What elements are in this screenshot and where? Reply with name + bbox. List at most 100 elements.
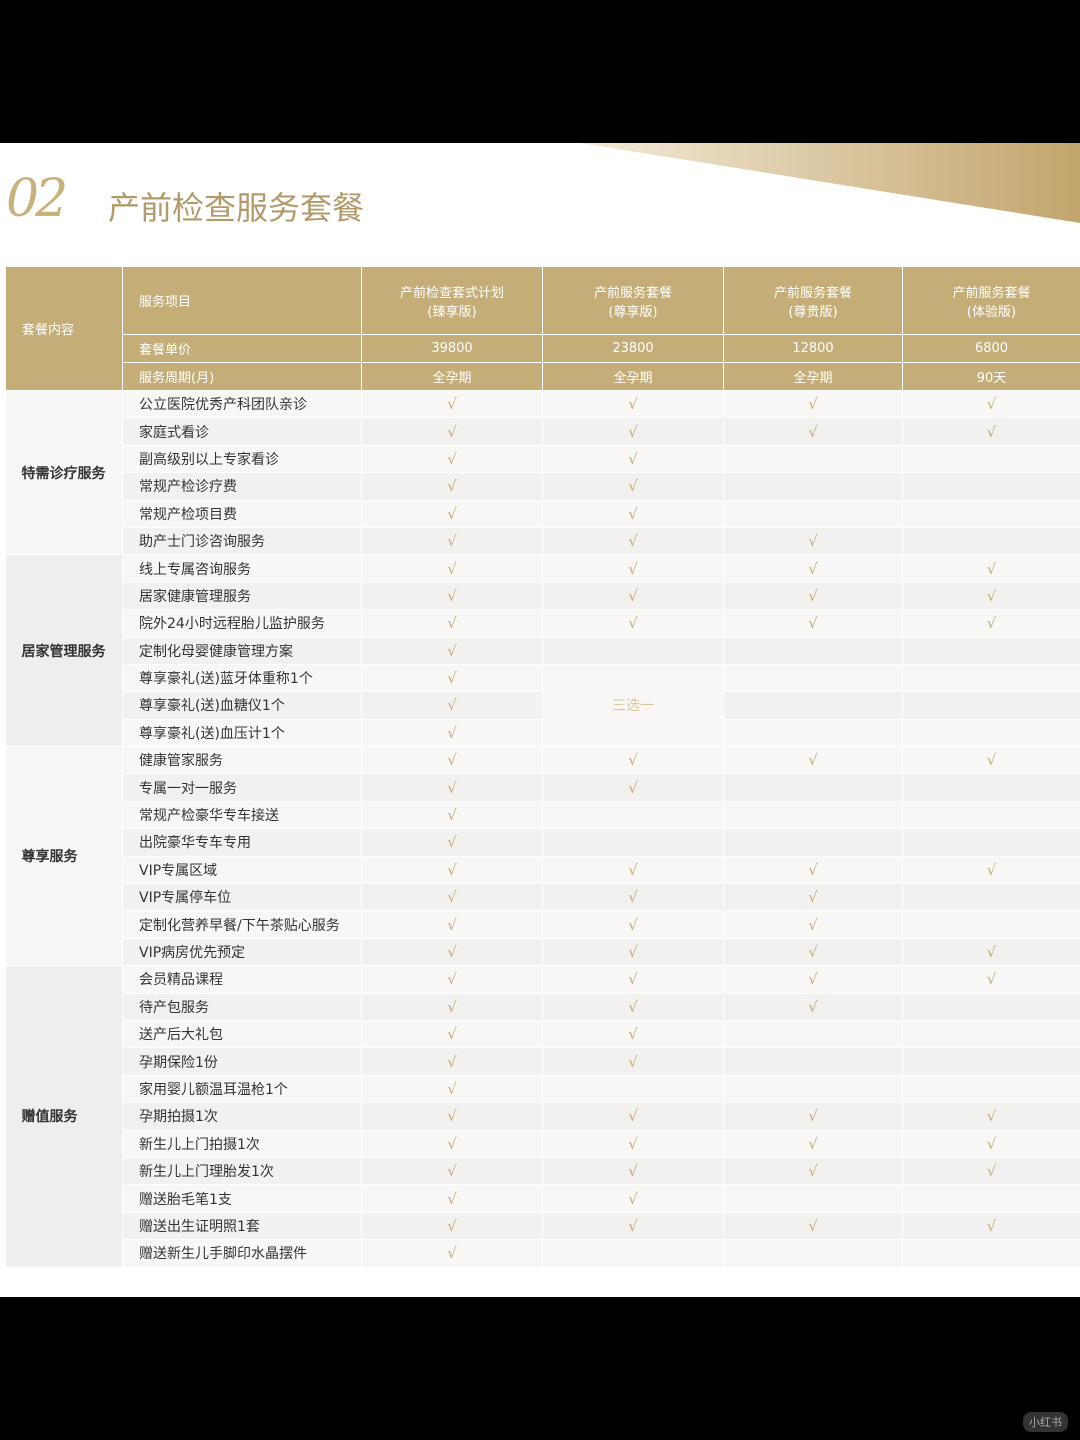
empty-cell	[723, 664, 903, 693]
period: 全孕期	[542, 362, 724, 391]
service-item: 线上专属咨询服务	[122, 554, 362, 583]
empty-cell	[902, 828, 1080, 857]
service-item: 副高级别以上专家看诊	[122, 445, 362, 474]
service-item: 定制化营养早餐/下午茶贴心服务	[122, 910, 362, 939]
check-icon: √	[542, 856, 724, 885]
table-row: 新生儿上门理胎发1次 √ √ √ √	[6, 1157, 1080, 1186]
check-icon: √	[361, 828, 543, 857]
check-icon: √	[542, 1157, 724, 1186]
check-icon: √	[902, 417, 1080, 446]
table-row: 常规产检诊疗费 √ √	[6, 472, 1080, 501]
check-icon: √	[361, 1130, 543, 1158]
empty-cell	[542, 1075, 724, 1104]
check-icon: √	[542, 582, 724, 611]
table-row: 家用婴儿额温耳温枪1个 √	[6, 1075, 1080, 1104]
empty-cell	[723, 1184, 903, 1213]
section-number: 02	[6, 169, 68, 229]
empty-cell	[902, 719, 1080, 748]
check-icon: √	[723, 910, 903, 939]
service-item: VIP专属区域	[122, 856, 362, 885]
service-item: 孕期保险1份	[122, 1047, 362, 1076]
table-row: 出院豪华专车专用 √	[6, 828, 1080, 857]
service-item: 家庭式看诊	[122, 417, 362, 446]
check-icon: √	[542, 1212, 724, 1241]
empty-cell	[723, 1020, 903, 1049]
service-item-header: 服务项目	[122, 266, 362, 335]
empty-cell	[723, 773, 903, 802]
check-icon: √	[542, 993, 724, 1021]
service-item: 专属一对一服务	[122, 773, 362, 802]
table-row: 居家管理服务 线上专属咨询服务 √ √ √ √	[5, 554, 1080, 748]
empty-cell	[542, 637, 724, 665]
check-icon: √	[542, 554, 724, 583]
check-icon: √	[902, 1212, 1080, 1241]
check-icon: √	[361, 417, 543, 446]
price: 39800	[361, 334, 543, 363]
service-item: VIP专属停车位	[122, 883, 362, 912]
empty-cell	[723, 801, 903, 830]
check-icon: √	[723, 1212, 903, 1241]
check-icon: √	[723, 993, 903, 1021]
check-icon: √	[902, 1130, 1080, 1158]
check-icon: √	[542, 417, 724, 446]
table-row: 助产士门诊咨询服务 √ √ √	[6, 527, 1080, 556]
check-icon: √	[542, 1020, 724, 1049]
check-icon: √	[361, 1020, 543, 1049]
table-row: 居家健康管理服务 √ √ √ √	[6, 582, 1080, 611]
check-icon: √	[723, 609, 903, 638]
check-icon: √	[361, 1239, 543, 1268]
service-item: 院外24小时远程胎儿监护服务	[122, 609, 362, 638]
empty-cell	[723, 500, 903, 528]
check-icon: √	[542, 1047, 724, 1076]
empty-cell	[723, 828, 903, 857]
empty-cell	[902, 527, 1080, 556]
plan-edition: (尊享版)	[608, 304, 658, 320]
check-icon: √	[902, 582, 1080, 611]
check-icon: √	[542, 746, 724, 775]
check-icon: √	[361, 691, 543, 720]
service-item: 健康管家服务	[122, 746, 362, 775]
check-icon: √	[542, 938, 724, 967]
plan-edition: (体验版)	[966, 304, 1017, 320]
check-icon: √	[542, 1184, 724, 1213]
corner-header: 套餐内容	[5, 266, 123, 391]
check-icon: √	[361, 1184, 543, 1213]
check-icon: √	[542, 445, 724, 474]
plan-header: 产前服务套餐 (尊享版)	[542, 266, 724, 335]
service-item: 待产包服务	[122, 993, 362, 1021]
check-icon: √	[361, 856, 543, 885]
check-icon: √	[361, 390, 543, 419]
table-row: 孕期保险1份 √ √	[6, 1047, 1080, 1076]
check-icon: √	[361, 938, 543, 967]
check-icon: √	[542, 1130, 724, 1158]
table-row: 常规产检项目费 √ √	[6, 500, 1080, 528]
check-icon: √	[361, 773, 543, 802]
period: 全孕期	[361, 362, 543, 391]
check-icon: √	[361, 609, 543, 638]
empty-cell	[902, 500, 1080, 528]
price: 23800	[542, 334, 724, 363]
empty-cell	[902, 691, 1080, 720]
service-item: 尊享豪礼(送)血压计1个	[122, 719, 362, 748]
service-item: 孕期拍摄1次	[122, 1102, 362, 1131]
check-icon: √	[723, 417, 903, 446]
empty-cell	[902, 1047, 1080, 1076]
empty-cell	[723, 445, 903, 474]
service-item: 公立医院优秀产科团队亲诊	[122, 390, 362, 419]
check-icon: √	[542, 472, 724, 501]
empty-cell	[723, 719, 903, 748]
check-icon: √	[723, 965, 903, 994]
table-row: 赠送新生儿手脚印水晶摆件 √	[6, 1239, 1080, 1268]
table-row: 专属一对一服务 √ √	[6, 773, 1080, 802]
period-label: 服务周期(月)	[122, 362, 362, 391]
check-icon: √	[361, 746, 543, 775]
table-row: 常规产检豪华专车接送 √	[6, 801, 1080, 830]
check-icon: √	[723, 938, 903, 967]
empty-cell	[902, 664, 1080, 693]
check-icon: √	[361, 582, 543, 611]
empty-cell	[542, 828, 724, 857]
table-row: 定制化营养早餐/下午茶贴心服务 √ √ √	[6, 910, 1080, 939]
check-icon: √	[361, 801, 543, 830]
empty-cell	[902, 1239, 1080, 1268]
table-row: 院外24小时远程胎儿监护服务 √ √ √ √	[6, 609, 1080, 638]
